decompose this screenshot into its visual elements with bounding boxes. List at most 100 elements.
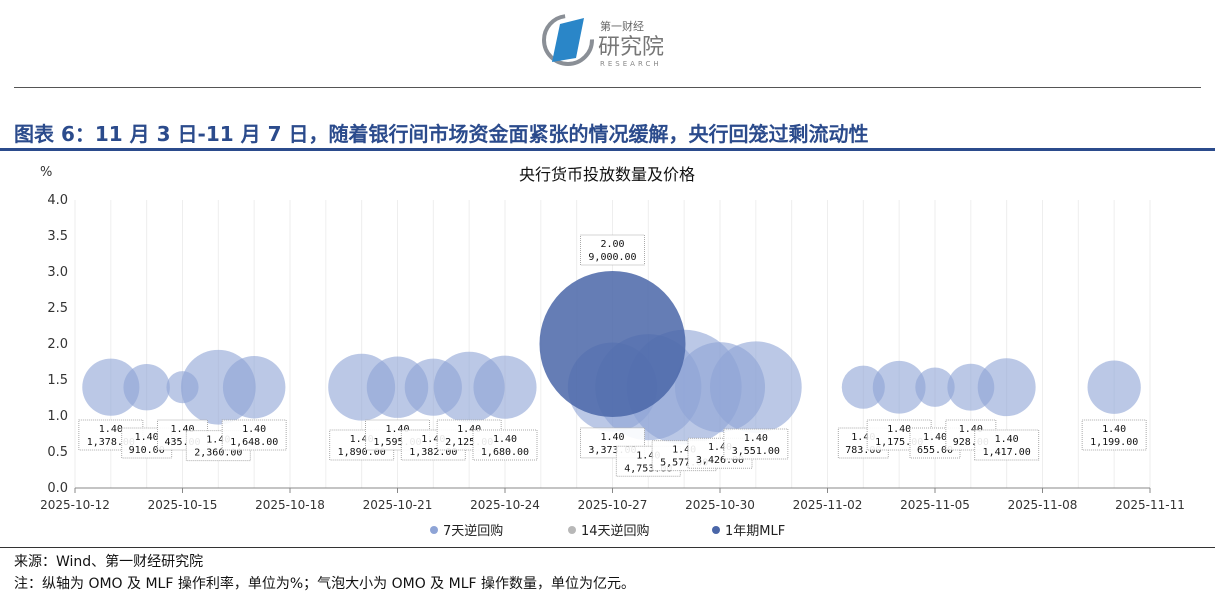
data-label-box: [723, 428, 789, 460]
data-label-rate: 1.40: [708, 442, 732, 453]
x-tick-label: 2025-10-21: [363, 498, 433, 512]
x-tick-label: 2025-11-11: [1115, 498, 1185, 512]
data-label-amount: 1,199.00: [1090, 437, 1138, 448]
data-label-amount: 1,417.00: [983, 447, 1031, 458]
x-tick-label: 2025-10-27: [578, 498, 648, 512]
data-label-amount: 910.00: [129, 445, 165, 456]
y-tick-label: 2.0: [47, 337, 68, 352]
data-label-amount: 1,890.00: [338, 447, 386, 458]
footnote: 注：纵轴为 OMO 及 MLF 操作利率，单位为%；气泡大小为 OMO 及 ML…: [14, 576, 636, 592]
data-label-amount: 3,373.00: [588, 445, 636, 456]
x-tick-label: 2025-11-02: [793, 498, 863, 512]
legend-marker: [712, 526, 720, 534]
data-label-amount: 3,551.00: [732, 446, 780, 457]
bubble: [473, 355, 537, 419]
bubble: [222, 355, 286, 419]
y-tick-label: 1.0: [47, 409, 68, 424]
y-ticks: 0.0 0.5 1.0 1.5 2.0 2.5 3.0 3.5 4.0: [47, 193, 68, 496]
data-label-rate: 1.40: [636, 450, 660, 461]
x-tick-label: 2025-10-24: [470, 498, 540, 512]
data-label-rate: 1.40: [923, 432, 947, 443]
data-label-rate: 1.40: [744, 433, 768, 444]
data-label-rate: 1.40: [600, 432, 624, 443]
y-axis-label: %: [40, 165, 52, 180]
data-label-amount: 2,360.00: [194, 448, 242, 459]
legend-marker: [430, 526, 438, 534]
legend-label: 1年期MLF: [725, 524, 785, 539]
bubble-chart: % 央行货币投放数量及价格 0.0 0.5 1.0 1.5 2.0 2.5 3.0 3.5 4.…: [40, 165, 1185, 539]
data-label-box: [580, 234, 645, 266]
bubble: [872, 360, 926, 414]
x-tick-label: 2025-10-12: [40, 498, 110, 512]
x-tick-label: 2025-10-15: [148, 498, 218, 512]
data-label-amount: 928.00: [953, 437, 989, 448]
data-label-rate: 2.00: [600, 239, 624, 250]
data-label-amount: 1,378.00: [87, 437, 135, 448]
data-label-rate: 1.40: [99, 424, 123, 435]
data-label-amount: 5,577.00: [660, 458, 708, 469]
y-tick-label: 0.5: [47, 445, 68, 460]
top-divider: [14, 87, 1201, 88]
bubbles: [82, 271, 1141, 445]
x-ticks: 2025-10-12 2025-10-15 2025-10-18 2025-10-21…: [40, 488, 1185, 512]
bubble: [841, 365, 885, 409]
data-label-rate: 1.40: [672, 445, 696, 456]
y-tick-label: 0.0: [47, 481, 68, 496]
data-label-amount: 3,426.00: [696, 455, 744, 466]
legend-label: 14天逆回购: [581, 523, 650, 539]
legend-label: 7天逆回购: [443, 523, 503, 539]
data-label-rate: 1.40: [1102, 424, 1126, 435]
data-label-amount: 1,595.00: [373, 437, 421, 448]
data-label-rate: 1.40: [887, 424, 911, 435]
data-label-rate: 1.40: [242, 424, 266, 435]
data-label-amount: 2,125.00: [445, 437, 493, 448]
x-tick-label: 2025-11-05: [900, 498, 970, 512]
logo: 第一财经 研究院 RESEARCH: [540, 10, 680, 70]
bubble: [539, 271, 686, 417]
data-label-rate: 1.40: [350, 434, 374, 445]
source-note: 来源：Wind、第一财经研究院: [14, 554, 204, 570]
x-tick-label: 2025-10-18: [255, 498, 325, 512]
data-label-rate: 1.40: [959, 424, 983, 435]
data-label-rate: 1.40: [206, 435, 230, 446]
data-label-amount: 1,382.00: [409, 447, 457, 458]
data-label-rate: 1.40: [135, 432, 159, 443]
data-label-amount: 655.00: [917, 445, 953, 456]
y-tick-label: 1.5: [47, 373, 68, 388]
data-label-rate: 1.40: [995, 434, 1019, 445]
legend: 7天逆回购 14天逆回购 1年期MLF: [430, 523, 785, 539]
title-divider: [0, 148, 1215, 151]
y-tick-label: 3.5: [47, 229, 68, 244]
footer-divider: [0, 547, 1215, 548]
bubble: [123, 363, 170, 411]
bubble: [977, 358, 1036, 417]
bubble: [709, 341, 802, 434]
data-label-rate: 1.40: [421, 434, 445, 445]
data-label-amount: 9,000.00: [588, 252, 636, 263]
data-label-rate: 1.40: [851, 432, 875, 443]
data-label-amount: 783.00: [845, 445, 881, 456]
data-label-rate: 1.40: [170, 424, 194, 435]
svg-text:RESEARCH: RESEARCH: [600, 60, 662, 68]
data-label-box: [472, 429, 538, 461]
figure-title: 图表 6：11 月 3 日-11 月 7 日，随着银行间市场资金面紧张的情况缓解…: [14, 122, 869, 146]
legend-marker: [568, 526, 576, 534]
data-label-rate: 1.40: [385, 424, 409, 435]
data-label-box: [221, 419, 287, 451]
svg-text:第一财经: 第一财经: [600, 19, 644, 33]
data-label-amount: 4,753.00: [624, 463, 672, 474]
x-tick-label: 2025-11-08: [1008, 498, 1078, 512]
x-tick-label: 2025-10-30: [685, 498, 755, 512]
bubble: [82, 358, 140, 416]
data-label-rate: 1.40: [457, 424, 481, 435]
y-tick-label: 2.5: [47, 301, 68, 316]
y-tick-label: 4.0: [47, 193, 68, 208]
y-tick-label: 3.0: [47, 265, 68, 280]
data-label-amount: 1,175.00: [875, 437, 923, 448]
bubble: [1087, 360, 1141, 414]
data-label-rate: 1.40: [493, 434, 517, 445]
data-label-box: [1081, 419, 1147, 451]
data-label-box: [974, 429, 1040, 461]
bubble: [915, 367, 955, 407]
